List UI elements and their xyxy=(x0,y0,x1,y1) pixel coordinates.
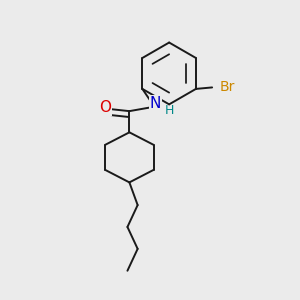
Text: Br: Br xyxy=(220,80,235,94)
Text: N: N xyxy=(150,96,161,111)
Text: O: O xyxy=(99,100,111,116)
Text: H: H xyxy=(165,104,174,117)
